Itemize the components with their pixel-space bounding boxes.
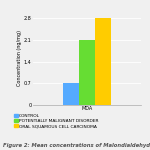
Y-axis label: Concentration (ng/mg): Concentration (ng/mg) [17, 30, 22, 87]
Legend: CONTROL, POTENTIALLY MALIGNANT DISORDER, ORAL SQUAMOUS CELL CARCINOMA: CONTROL, POTENTIALLY MALIGNANT DISORDER,… [14, 114, 99, 128]
Bar [63, 83, 79, 105]
Bar [79, 40, 95, 105]
Text: Figure 2: Mean concentrations of Malondialdehyde: Figure 2: Mean concentrations of Malondi… [3, 143, 150, 148]
Bar [95, 18, 111, 105]
